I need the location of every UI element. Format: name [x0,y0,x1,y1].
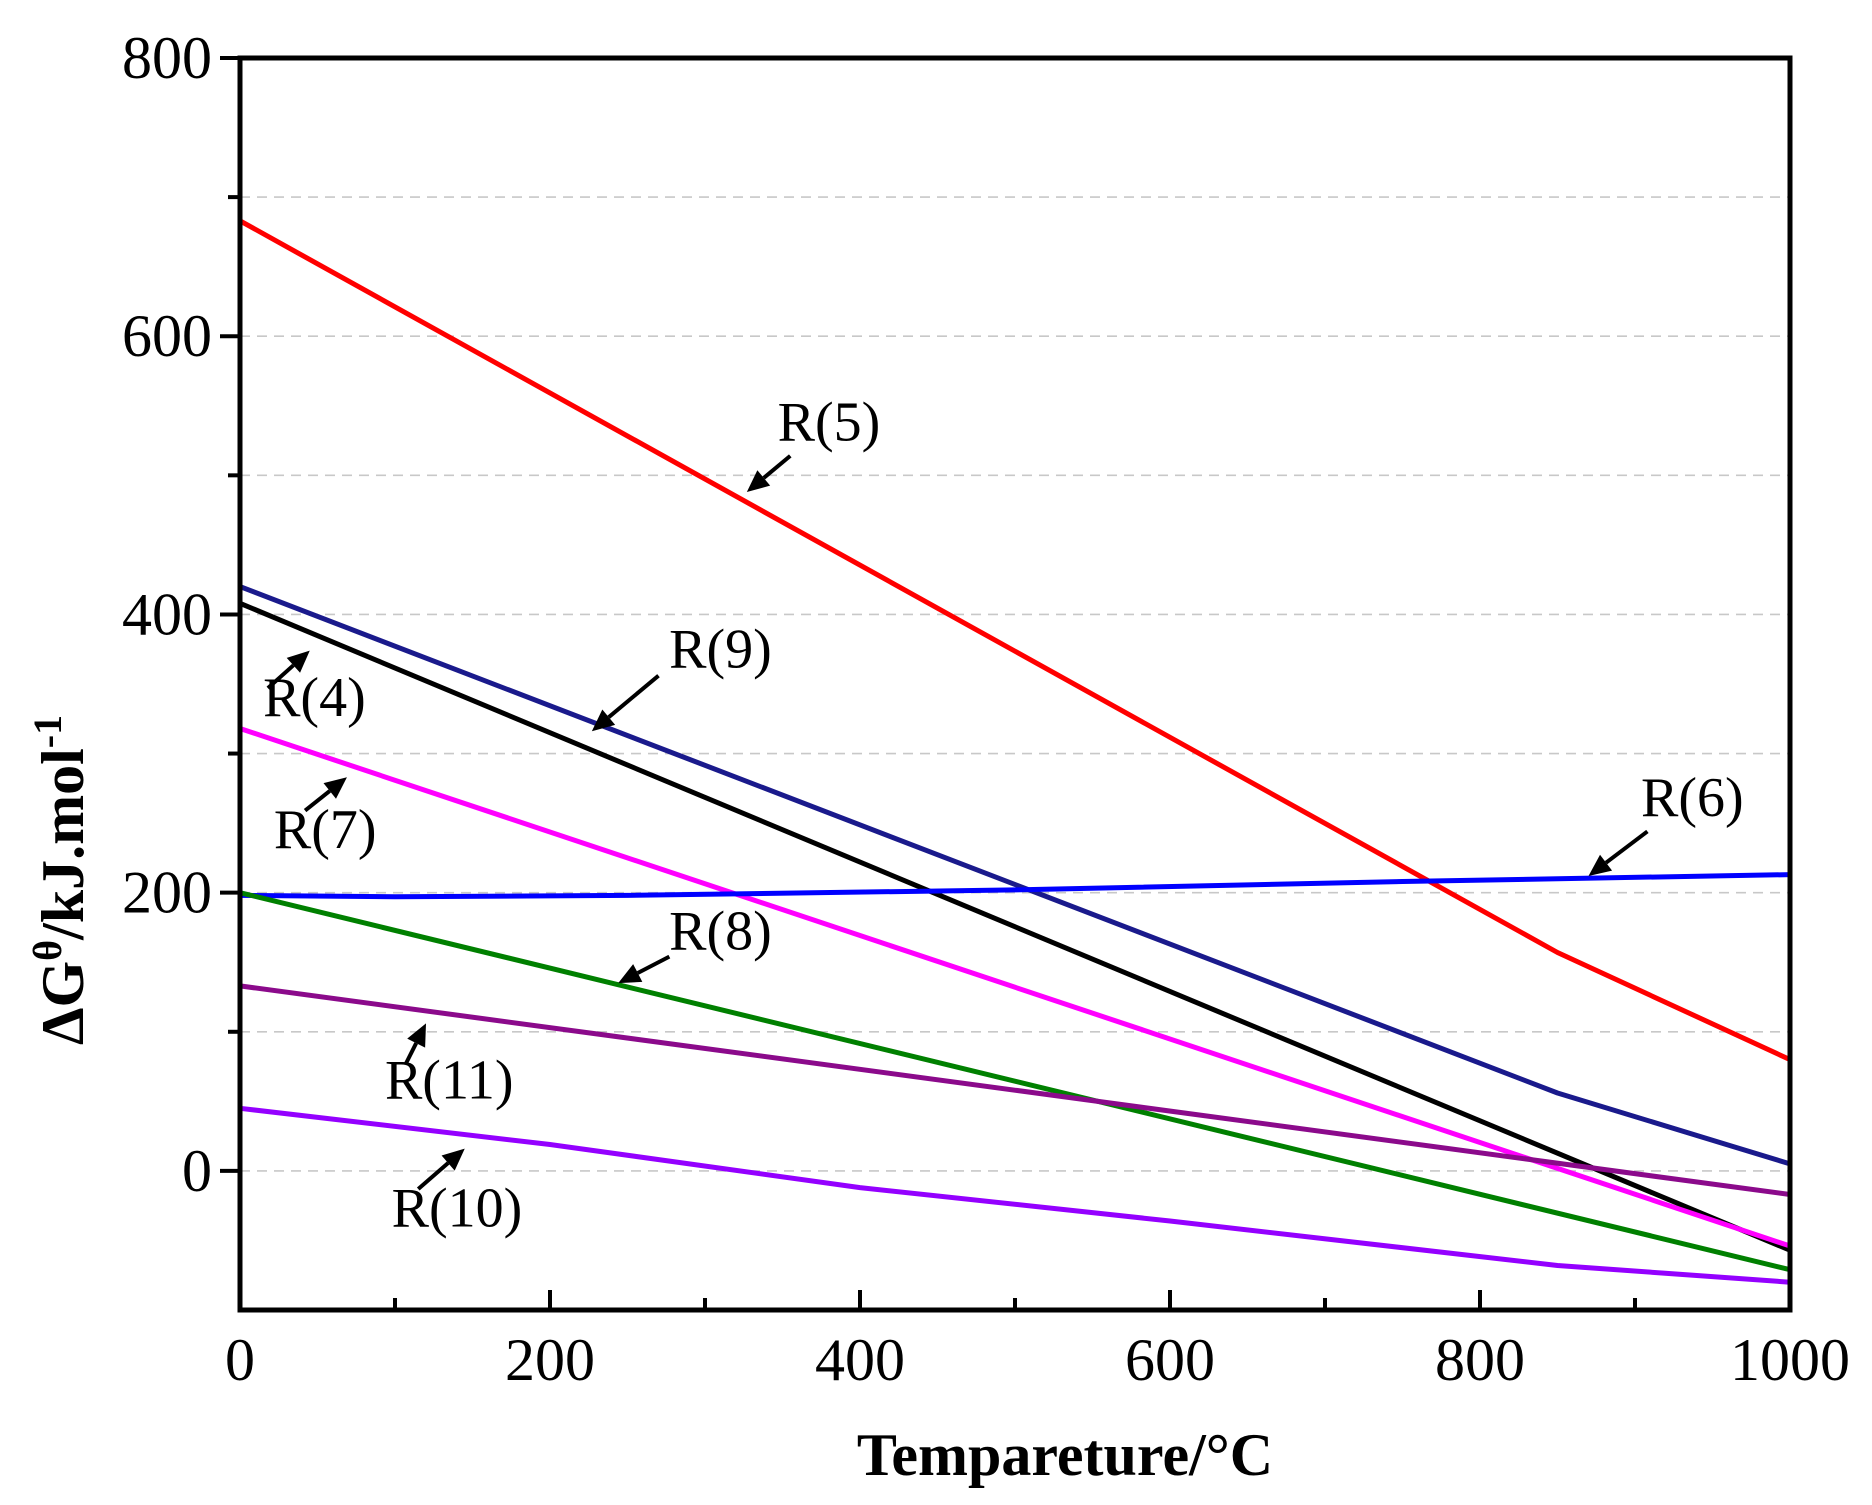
annotation-arrow-shaft-r10 [416,1161,450,1191]
y-axis-title-prefix: ΔG [30,961,96,1045]
series-line-r5 [238,218,1792,1062]
y-tick-label-200: 200 [122,860,212,926]
annotation-arrow-shaft-r6 [1604,829,1649,865]
annotation-label-r6: R(6) [1641,767,1744,829]
annotation-label-r11: R(11) [385,1050,514,1112]
annotation-label-r5: R(5) [778,392,881,454]
y-tick-label-800: 800 [122,25,212,91]
annotation-arrow-shaft-r11 [404,1042,418,1065]
annotation-arrow-head-r10 [441,1148,465,1171]
annotation-arrow-shaft-r4 [266,663,295,690]
plot-frame [237,55,1793,1313]
annotation-arrow-head-r5 [746,470,771,493]
gridlines [240,196,1790,1172]
axis-tick-labels: 0 200 400 600 800 1000 0 200 400 600 800 [122,25,1850,1393]
x-tick-label-1000: 1000 [1730,1327,1850,1393]
y-tick-label-400: 400 [122,581,212,647]
y-axis-title-prefix-superscript: θ [25,940,70,961]
annotation-arrow-shaft-r9 [607,674,660,719]
series-line-r9 [239,584,1791,1167]
annotation-arrow-head-r7 [323,777,347,799]
y-axis-title-unit: /kJ.mol [30,748,96,941]
x-tick-label-800: 800 [1435,1327,1525,1393]
annotation-arrow-head-r4 [286,650,310,673]
series-line-r8 [239,890,1791,1273]
series-line-r4 [239,600,1791,1253]
x-tick-label-0: 0 [225,1327,255,1393]
annotation-arrow-shaft-r7 [303,789,331,813]
series-line-r11 [239,983,1791,1197]
series-line-r7 [239,726,1791,1249]
series-annotations: R(5)R(9)R(4)R(7)R(6)R(8)R(11)R(10) [263,392,1744,1240]
x-tick-label-200: 200 [505,1327,595,1393]
annotation-label-r9: R(9) [669,618,772,680]
annotation-label-r7: R(7) [274,799,377,861]
annotation-arrow-head-r8 [618,964,643,984]
annotation-label-r8: R(8) [669,901,772,963]
series-lines [238,218,1792,1285]
annotation-arrow-shaft-r8 [636,954,671,975]
annotation-arrow-head-r9 [591,709,616,732]
x-tick-label-400: 400 [815,1327,905,1393]
annotation-arrow-head-r11 [407,1023,426,1048]
plot-area-border [237,55,1793,1313]
x-tick-label-600: 600 [1125,1327,1215,1393]
y-tick-label-0: 0 [182,1138,212,1204]
axis-ticks [220,56,1792,1310]
y-axis-title: ΔGθ/kJ.mol-1 [25,715,96,1045]
annotation-arrow-shaft-r5 [762,454,792,480]
annotation-label-r10: R(10) [392,1178,523,1240]
y-axis-title-unit-superscript: -1 [25,715,70,748]
series-line-r10 [239,1105,1791,1285]
series-line-r6 [239,872,1791,900]
y-tick-label-600: 600 [122,303,212,369]
annotation-arrow-head-r6 [1588,854,1613,876]
x-axis-title: Tempareture/°C [857,1422,1273,1488]
